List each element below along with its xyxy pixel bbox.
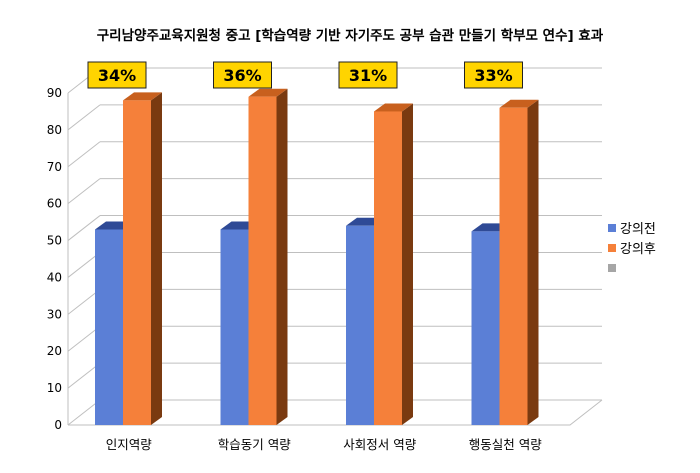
bar-face [471, 231, 500, 425]
y-tick-label: 30 [47, 307, 62, 321]
legend-label-0: 강의전 [620, 222, 656, 237]
x-tick-label: 학습동기 역량 [218, 437, 291, 452]
bar-top [123, 92, 162, 101]
bar-1-1 [248, 88, 288, 425]
annotation-label: 34% [98, 66, 136, 85]
gridline-wall-60 [67, 178, 101, 205]
gridline-wall-70 [67, 141, 101, 168]
bar-1-0 [123, 92, 162, 425]
bar-face [374, 111, 402, 425]
y-tick-label: 70 [47, 160, 62, 174]
y-tick-label: 50 [47, 234, 62, 248]
x-tick-label: 행동실천 역량 [469, 437, 542, 452]
y-tick-label: 40 [47, 270, 62, 284]
legend-swatch-0 [608, 224, 616, 232]
gridline-wall-30 [67, 288, 101, 315]
y-tick-label: 90 [47, 86, 62, 100]
legend-swatch-1 [608, 244, 616, 252]
legend-swatch-2 [608, 264, 616, 272]
annotation-label: 36% [223, 66, 261, 85]
bar-face [499, 107, 528, 425]
y-tick-label: 20 [47, 344, 62, 358]
bar-face [95, 229, 123, 425]
x-tick-label: 사회정서 역량 [343, 437, 416, 452]
gridline-wall-0 [67, 399, 101, 426]
bar-side [527, 99, 539, 425]
y-tick-label: 10 [47, 381, 62, 395]
y-tick-label: 80 [47, 123, 62, 137]
legend-label-1: 강의후 [620, 242, 656, 257]
bar-face [248, 96, 277, 425]
annotation-box [213, 61, 272, 89]
bar-face [123, 100, 151, 425]
bar-side [276, 88, 288, 425]
annotation-box [464, 61, 523, 89]
annotation-label: 33% [474, 66, 512, 85]
bar-side [402, 103, 413, 425]
y-tick-label: 60 [47, 197, 62, 211]
bar-top [374, 103, 413, 112]
x-tick-label: 인지역량 [106, 437, 153, 452]
gridline-wall-50 [67, 215, 101, 241]
gridline-wall-40 [67, 252, 101, 278]
bar-face [220, 229, 249, 425]
gridline-wall-80 [67, 104, 101, 131]
bar-top [248, 88, 288, 97]
bar-1-3 [499, 99, 539, 425]
annotation-label: 31% [349, 66, 387, 85]
bar-1-2 [374, 103, 413, 425]
annotation-box [87, 61, 147, 89]
annotation-box [338, 61, 398, 89]
y-tick-label: 0 [54, 418, 62, 432]
bar-top [499, 99, 539, 108]
bar-side [151, 92, 162, 425]
gridline-wall-20 [67, 325, 101, 352]
gridline-wall-10 [67, 362, 101, 389]
chart-title: 구리남양주교육지원청 중고 [학습역량 기반 자기주도 공부 습관 만들기 학부… [96, 28, 604, 44]
bar-face [346, 225, 374, 425]
